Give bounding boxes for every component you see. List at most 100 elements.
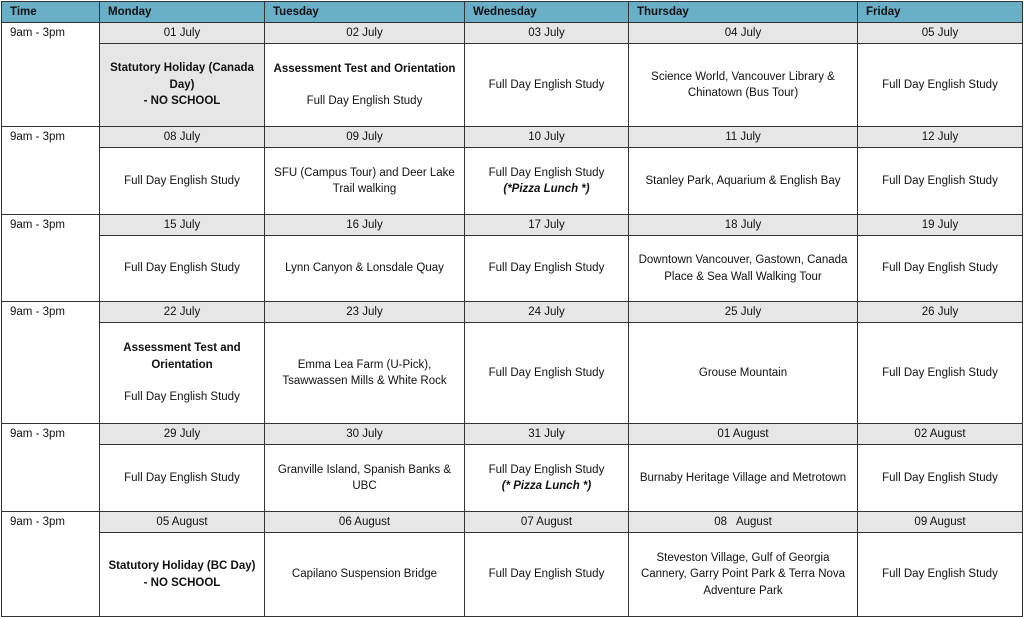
activity-cell: SFU (Campus Tour) and Deer Lake Trail wa…	[264, 147, 465, 215]
date-cell: 30 July	[264, 423, 465, 445]
activity-heading: Assessment Test and Orientation	[273, 62, 456, 75]
date-row: 9am - 3pm 08 July 09 July 10 July 11 July 12 …	[1, 126, 1023, 215]
activity-text: Downtown Vancouver, Gastown, Canada Plac…	[638, 254, 848, 283]
activity-text: Full Day English Study	[124, 174, 240, 187]
column-header-tuesday: Tuesday	[264, 1, 465, 23]
date-cell: 06 August	[264, 511, 465, 533]
date-row: 9am - 3pm 05 August 06 August 07 August 08 A…	[1, 511, 1023, 617]
date-cell: 16 July	[264, 214, 465, 236]
activity-text: Granville Island, Spanish Banks & UBC	[277, 463, 452, 493]
activity-cell: Full Day English Study	[857, 43, 1023, 127]
activity-text: Full Day English Study	[882, 366, 998, 379]
date-cell: 05 July	[857, 22, 1023, 44]
column-header-time: Time	[1, 1, 100, 23]
activity-cell: Assessment Test and Orientation Full Day …	[264, 43, 465, 127]
column-header-wednesday: Wednesday	[464, 1, 629, 23]
activity-text: Steveston Village, Gulf of Georgia Canne…	[640, 551, 846, 597]
activity-cell: Assessment Test and Orientation Full Day …	[99, 322, 265, 424]
date-cell: 07 August	[464, 511, 629, 533]
date-cell: 11 July	[628, 126, 858, 148]
activity-row: Statutory Holiday (Canada Day) - NO SCHOO…	[2, 43, 1023, 127]
date-cell: 09 July	[264, 126, 465, 148]
activity-row: Statutory Holiday (BC Day) - NO SCHOOL Cap…	[2, 532, 1023, 617]
activity-heading: Statutory Holiday (BC Day)	[108, 560, 256, 572]
date-cell: 12 July	[857, 126, 1023, 148]
activity-heading: Statutory Holiday (Canada Day)	[110, 62, 254, 91]
activity-row: Full Day English Study SFU (Campus Tour) …	[2, 147, 1023, 215]
activity-note: (* Pizza Lunch *)	[501, 480, 592, 492]
date-cell: 05 August	[99, 511, 265, 533]
activity-heading: Assessment Test and Orientation	[123, 342, 241, 371]
date-cell: 01 August	[628, 423, 858, 445]
activity-cell: Full Day English Study (* Pizza Lunch *)	[464, 444, 629, 512]
spacer	[269, 77, 460, 93]
activity-cell: Full Day English Study	[464, 43, 629, 127]
activity-cell: Full Day English Study	[99, 147, 265, 215]
activity-cell: Full Day English Study	[857, 235, 1023, 302]
date-cell: 29 July	[99, 423, 265, 445]
activity-cell: Full Day English Study	[99, 235, 265, 302]
time-cell: 9am - 3pm	[1, 126, 100, 215]
activity-cell: Full Day English Study	[464, 322, 629, 424]
date-row: 9am - 3pm 01 July 02 July 03 July 04 July 05 …	[1, 22, 1023, 127]
date-cell: 02 July	[264, 22, 465, 44]
activity-text: Full Day English Study	[882, 568, 998, 581]
activity-text: Burnaby Heritage Village and Metrotown	[639, 471, 847, 484]
date-cell: 24 July	[464, 301, 629, 323]
date-cell: 08 July	[99, 126, 265, 148]
activity-cell: Capilano Suspension Bridge	[264, 532, 465, 617]
activity-cell: Granville Island, Spanish Banks & UBC	[264, 444, 465, 512]
activity-text: Grouse Mountain	[698, 366, 788, 379]
time-cell: 9am - 3pm	[1, 22, 100, 127]
date-cell: 02 August	[857, 423, 1023, 445]
activity-text: Full Day English Study	[124, 391, 240, 404]
activity-cell: Science World, Vancouver Library & China…	[628, 43, 858, 127]
activity-cell: Grouse Mountain	[628, 322, 858, 424]
activity-cell: Statutory Holiday (Canada Day) - NO SCHOO…	[99, 43, 265, 127]
column-header-thursday: Thursday	[628, 1, 858, 23]
spacer	[104, 373, 260, 389]
date-cell: 03 July	[464, 22, 629, 44]
date-row: 9am - 3pm 15 July 16 July 17 July 18 July 19 …	[1, 214, 1023, 302]
activity-cell: Stanley Park, Aquarium & English Bay	[628, 147, 858, 215]
activity-text: Science World, Vancouver Library & China…	[651, 70, 835, 100]
activity-cell: Full Day English Study	[99, 444, 265, 512]
time-cell: 9am - 3pm	[1, 423, 100, 512]
activity-cell: Full Day English Study	[857, 444, 1023, 512]
activity-cell: Lynn Canyon & Lonsdale Quay	[264, 235, 465, 302]
activity-row: Assessment Test and Orientation Full Day …	[2, 322, 1023, 424]
activity-text: Full Day English Study	[488, 463, 605, 476]
activity-cell: Emma Lea Farm (U-Pick), Tsawwassen Mills…	[264, 322, 465, 424]
date-cell: 10 July	[464, 126, 629, 148]
activity-text: Full Day English Study	[488, 366, 605, 379]
time-cell: 9am - 3pm	[1, 511, 100, 617]
date-cell: 17 July	[464, 214, 629, 236]
no-school-label: - NO SCHOOL	[143, 576, 221, 589]
activity-text: Full Day English Study	[124, 471, 240, 484]
activity-text: Full Day English Study	[488, 166, 605, 179]
activity-cell: Statutory Holiday (BC Day) - NO SCHOOL	[99, 532, 265, 617]
column-header-monday: Monday	[99, 1, 265, 23]
date-cell: 18 July	[628, 214, 858, 236]
activity-text: Full Day English Study	[124, 262, 240, 275]
activity-row: Full Day English Study Granville Island, …	[2, 444, 1023, 512]
date-cell: 31 July	[464, 423, 629, 445]
date-cell: 23 July	[264, 301, 465, 323]
column-header-friday: Friday	[857, 1, 1023, 23]
activity-text: Full Day English Study	[882, 78, 998, 91]
activity-text: Full Day English Study	[306, 95, 423, 107]
date-cell: 22 July	[99, 301, 265, 323]
date-cell: 01 July	[99, 22, 265, 44]
activity-text: Full Day English Study	[882, 174, 998, 187]
activity-text: Full Day English Study	[488, 568, 605, 581]
date-cell: 04 July	[628, 22, 858, 44]
activity-cell: Full Day English Study	[857, 532, 1023, 617]
activity-text: Stanley Park, Aquarium & English Bay	[645, 174, 841, 187]
activity-cell: Full Day English Study	[857, 322, 1023, 424]
time-cell: 9am - 3pm	[1, 301, 100, 424]
activity-cell: Burnaby Heritage Village and Metrotown	[628, 444, 858, 512]
activity-text: Capilano Suspension Bridge	[291, 568, 438, 581]
activity-note: (*Pizza Lunch *)	[503, 183, 590, 195]
activity-cell: Steveston Village, Gulf of Georgia Canne…	[628, 532, 858, 617]
